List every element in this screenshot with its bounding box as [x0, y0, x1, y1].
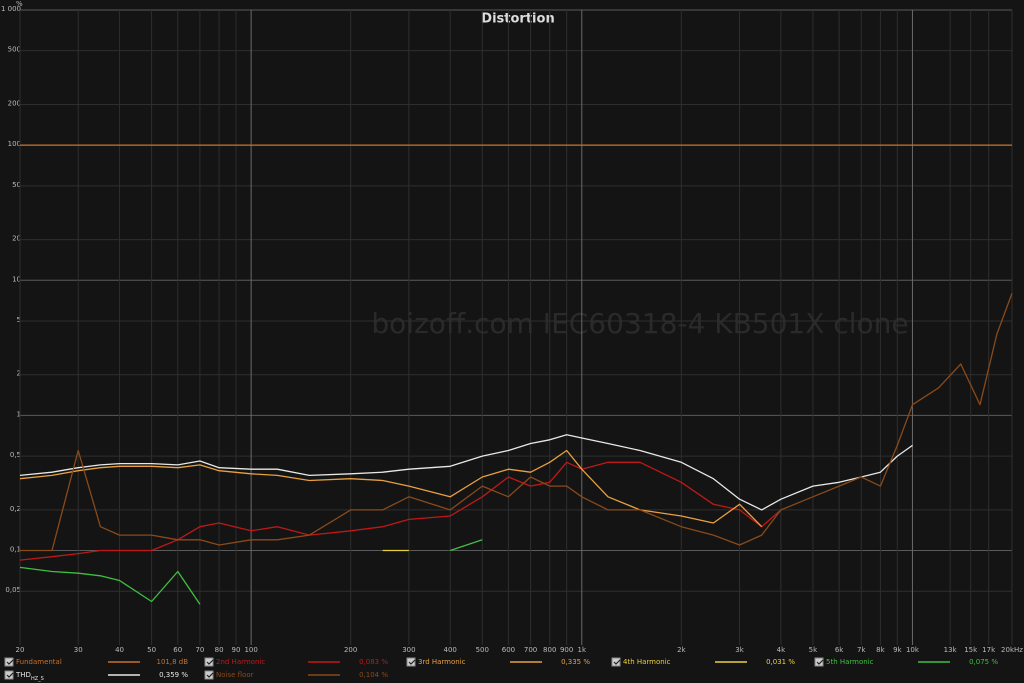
x-tick-label: 13k [944, 646, 958, 654]
x-tick-label: 5k [809, 646, 818, 654]
x-tick-label: 600 [502, 646, 515, 654]
y-unit: % [16, 0, 23, 8]
legend-checkbox[interactable] [814, 657, 824, 667]
x-tick-label: 50 [147, 646, 156, 654]
y-tick-label: 0,2 [10, 505, 21, 513]
x-tick-label: 7k [857, 646, 866, 654]
x-tick-label: 40 [115, 646, 124, 654]
x-tick-label: 200 [344, 646, 357, 654]
legend-label-sub: HZ_S [31, 676, 44, 682]
y-tick-label: 50 [12, 181, 21, 189]
legend-checkbox[interactable] [4, 657, 14, 667]
y-tick-label: 0,1 [10, 546, 21, 554]
legend-label: 3rd Harmonic [418, 658, 466, 666]
y-tick-label: 0,5 [10, 451, 21, 459]
legend-checkbox[interactable] [204, 670, 214, 680]
x-tick-label: 900 [560, 646, 573, 654]
y-tick-label: 100 [8, 140, 21, 148]
legend-readout: 101,8 dB [156, 658, 188, 666]
y-tick-label: 500 [8, 46, 21, 54]
watermark: boizoff.com IEC60318-4 KB501X clone [371, 307, 908, 340]
legend-checkbox[interactable] [611, 657, 621, 667]
legend-readout: 0,075 % [969, 658, 998, 666]
series-line [19, 461, 782, 561]
legend-check [206, 659, 214, 665]
x-tick-label: 8k [876, 646, 885, 654]
x-tick-label: 20 [16, 646, 25, 654]
legend-check [206, 672, 214, 678]
x-tick-label: 80 [215, 646, 224, 654]
x-tick-label: 20kHz [1001, 646, 1023, 654]
legend-check [408, 659, 416, 665]
x-tick-label: 30 [74, 646, 83, 654]
legend-readout: 0,335 % [561, 658, 590, 666]
series-line [20, 293, 1013, 552]
legend-label: 4th Harmonic [623, 658, 671, 666]
x-tick-label: 70 [195, 646, 204, 654]
x-tick-label: 500 [476, 646, 489, 654]
legend: Fundamental 101,8 dB 2nd Harmonic 0,083 % 3r… [4, 657, 998, 682]
legend-check [6, 659, 14, 665]
y-tick-label: 20 [12, 235, 21, 243]
legend-readout: 0,104 % [359, 671, 388, 679]
x-tick-label: 1k [578, 646, 587, 654]
legend-label: 5th Harmonic [826, 658, 874, 666]
y-tick-label: 10 [12, 275, 21, 283]
x-tick-label: 100 [244, 646, 257, 654]
x-tick-label: 6k [835, 646, 844, 654]
legend-checkbox[interactable] [204, 657, 214, 667]
legend-label: Noise floor [216, 671, 254, 679]
x-tick-label: 9k [893, 646, 902, 654]
x-tick-label: 700 [524, 646, 537, 654]
y-tick-label: 0,05 [5, 586, 21, 594]
legend-readout: 0,359 % [159, 671, 188, 679]
legend-label-main: THD [15, 671, 31, 679]
y-tick-label: 5 [17, 316, 21, 324]
x-tick-label: 3k [735, 646, 744, 654]
x-tick-label: 4k [777, 646, 786, 654]
series-line [19, 449, 763, 528]
y-tick-label: 1 000 [1, 5, 21, 13]
legend-checkbox[interactable] [406, 657, 416, 667]
series-line [19, 539, 483, 605]
plot [19, 144, 1013, 605]
x-tick-label: 2k [677, 646, 686, 654]
x-tick-label: 400 [444, 646, 457, 654]
x-tick-label: 90 [232, 646, 241, 654]
legend-label: 2nd Harmonic [216, 658, 265, 666]
legend-check [6, 672, 14, 678]
x-tick-label: 60 [173, 646, 182, 654]
series-line [19, 434, 913, 511]
legend-check [613, 659, 621, 665]
x-tick-label: 800 [543, 646, 556, 654]
legend-checkbox[interactable] [4, 670, 14, 680]
chart-title: Distortion [481, 12, 554, 27]
x-tick-label: 17k [982, 646, 996, 654]
x-tick-label: 10k [906, 646, 920, 654]
x-tick-label: 300 [402, 646, 415, 654]
y-tick-label: 1 [17, 410, 21, 418]
legend-check [816, 659, 824, 665]
legend-label: THDHZ_S [15, 671, 44, 682]
legend-readout: 0,031 % [766, 658, 795, 666]
y-tick-label: 2 [17, 370, 21, 378]
x-tick-label: 15k [964, 646, 978, 654]
y-tick-label: 200 [8, 99, 21, 107]
legend-readout: 0,083 % [359, 658, 388, 666]
legend-label: Fundamental [16, 658, 62, 666]
